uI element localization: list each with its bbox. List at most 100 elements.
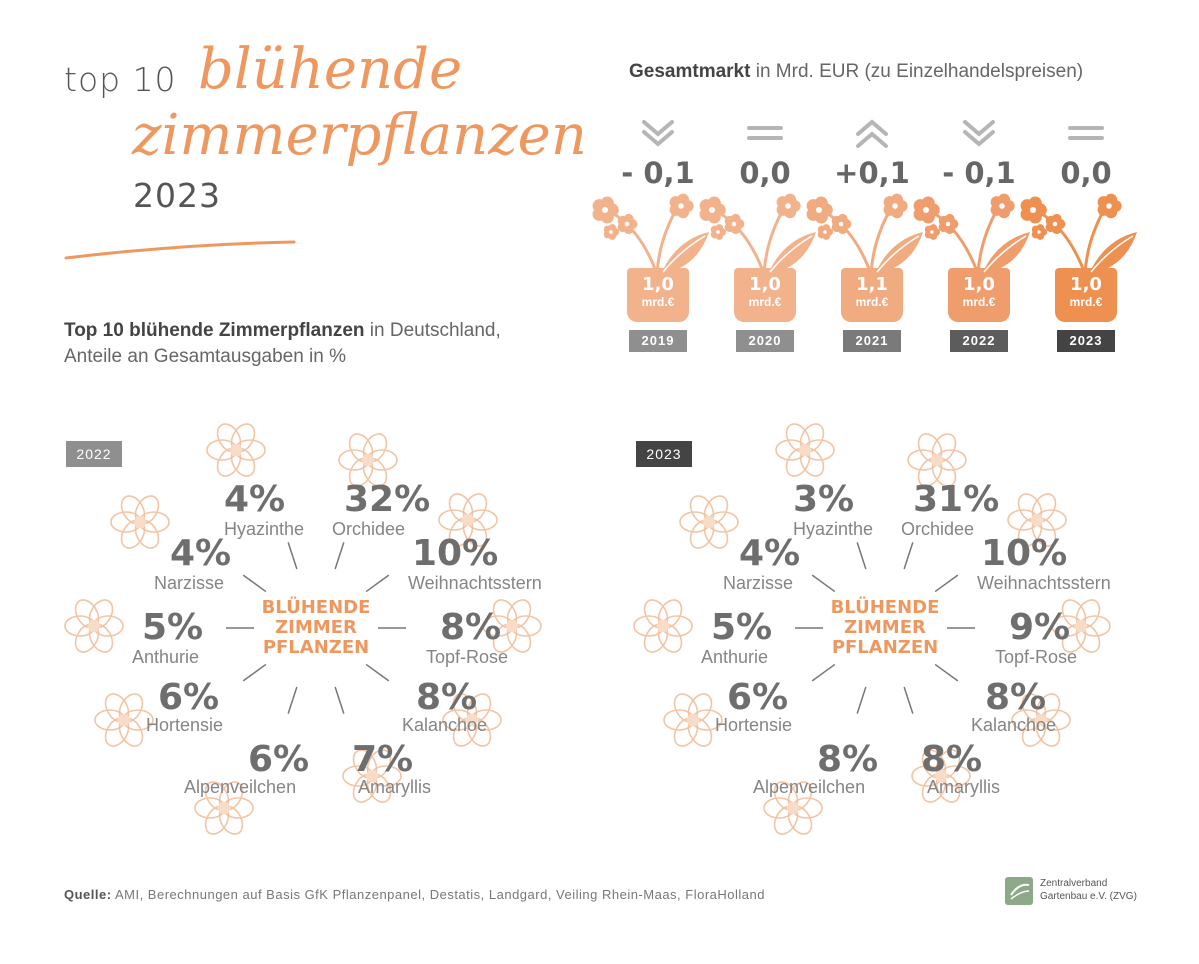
flower-illustration-anthurie-icon bbox=[633, 599, 693, 653]
flower-illustration-hortensie-icon bbox=[94, 693, 154, 747]
wheel-center-label: BLÜHENDE ZIMMER PFLANZEN bbox=[256, 598, 376, 658]
market-column-2021: +0,1 1,1 mrd.€ 2021 bbox=[817, 118, 927, 352]
share-value-kalanchoe: 8% bbox=[416, 677, 478, 718]
radial-divider bbox=[365, 663, 390, 682]
title-year: 2023 bbox=[133, 176, 221, 215]
share-label-topf-rose: Topf-Rose bbox=[426, 647, 509, 667]
radial-divider bbox=[334, 542, 345, 570]
market-unit: mrd.€ bbox=[748, 295, 782, 309]
market-value-2019: 1,0 bbox=[642, 274, 674, 295]
market-column-2022: - 0,1 1,0 mrd.€ 2022 bbox=[924, 118, 1034, 352]
flower-illustration-amaryllis-icon bbox=[911, 749, 971, 803]
flower-illustration-anthurie-icon bbox=[64, 599, 124, 653]
share-value-hortensie: 6% bbox=[727, 677, 789, 718]
market-year-2021: 2021 bbox=[843, 330, 901, 352]
subtitle-rest: in Deutschland, bbox=[364, 320, 501, 341]
center-label-line: ZIMMER bbox=[844, 617, 926, 638]
flower-illustration-kalanchoe-icon bbox=[442, 693, 502, 747]
flower-illustration-hortensie-icon bbox=[663, 693, 723, 747]
market-unit: mrd.€ bbox=[855, 295, 889, 309]
share-label-anthurie: Anthurie bbox=[132, 647, 200, 667]
flower-illustration-kalanchoe-icon bbox=[1011, 693, 1071, 747]
share-value-topf-rose: 9% bbox=[1009, 607, 1071, 648]
source-text: AMI, Berechnungen auf Basis GfK Pflanzen… bbox=[111, 887, 765, 902]
radial-divider bbox=[334, 686, 345, 714]
share-label-hyazinthe: Hyazinthe bbox=[793, 519, 874, 539]
flower-illustration-hyazinthe-icon bbox=[775, 423, 835, 477]
market-value-2020: 1,0 bbox=[749, 274, 781, 295]
flower-pot-icon: 1,0 mrd.€ bbox=[948, 268, 1010, 322]
trend-down-icon bbox=[963, 120, 995, 147]
market-heading-rest: in Mrd. EUR (zu Einzelhandelspreisen) bbox=[750, 61, 1084, 82]
market-value-2022: 1,0 bbox=[963, 274, 995, 295]
radial-divider bbox=[811, 574, 836, 593]
radial-divider bbox=[365, 574, 390, 593]
wheel-center-label: BLÜHENDE ZIMMER PFLANZEN bbox=[825, 598, 945, 658]
share-label-alpenveilchen: Alpenveilchen bbox=[753, 777, 866, 797]
radial-divider bbox=[934, 574, 959, 593]
market-unit: mrd.€ bbox=[1069, 295, 1103, 309]
share-label-kalanchoe: Kalanchoe bbox=[402, 715, 488, 735]
share-value-hyazinthe: 4% bbox=[224, 479, 286, 520]
share-label-orchidee: Orchidee bbox=[332, 519, 406, 539]
share-label-alpenveilchen: Alpenveilchen bbox=[184, 777, 297, 797]
flower-illustration-narzisse-icon bbox=[679, 495, 739, 549]
share-value-narzisse: 4% bbox=[739, 533, 801, 574]
radial-divider bbox=[287, 542, 298, 570]
market-year-2023: 2023 bbox=[1057, 330, 1115, 352]
flower-pot-icon: 1,1 mrd.€ bbox=[841, 268, 903, 322]
flower-pot-icon: 1,0 mrd.€ bbox=[627, 268, 689, 322]
flower-pot-icon: 1,0 mrd.€ bbox=[734, 268, 796, 322]
market-column-2019: - 0,1 1,0 mrd.€ 2019 bbox=[603, 118, 713, 352]
radial-divider bbox=[242, 574, 267, 593]
flower-illustration-topf-rose-icon bbox=[482, 599, 542, 653]
share-label-amaryllis: Amaryllis bbox=[927, 777, 1001, 797]
share-value-anthurie: 5% bbox=[142, 607, 204, 648]
flower-illustration-orchidee-icon bbox=[907, 433, 967, 487]
market-value-2021: 1,1 bbox=[856, 274, 888, 295]
center-label-line: ZIMMER bbox=[275, 617, 357, 638]
year-tag-2022: 2022 bbox=[66, 441, 122, 467]
orchid-plant-icon bbox=[913, 193, 1030, 275]
orchid-plant-icon bbox=[1020, 193, 1137, 275]
orchid-plant-icon bbox=[699, 193, 816, 275]
share-label-anthurie: Anthurie bbox=[701, 647, 769, 667]
flower-illustration-weihnachtsstern-icon bbox=[1007, 493, 1067, 547]
share-value-orchidee: 31% bbox=[913, 479, 1000, 520]
flower-illustration-alpenveilchen-icon bbox=[763, 781, 823, 835]
share-label-topf-rose: Topf-Rose bbox=[995, 647, 1078, 667]
share-label-hortensie: Hortensie bbox=[146, 715, 224, 735]
share-value-weihnachtsstern: 10% bbox=[981, 533, 1068, 574]
flower-illustration-narzisse-icon bbox=[110, 495, 170, 549]
market-column-2020: 0,0 1,0 mrd.€ 2020 bbox=[710, 118, 820, 352]
share-value-orchidee: 32% bbox=[344, 479, 431, 520]
share-value-amaryllis: 7% bbox=[352, 739, 414, 780]
market-value-2023: 1,0 bbox=[1070, 274, 1102, 295]
market-year-2022: 2022 bbox=[950, 330, 1008, 352]
share-value-hortensie: 6% bbox=[158, 677, 220, 718]
radial-divider bbox=[242, 663, 267, 682]
title-prefix: top 10 bbox=[64, 60, 177, 99]
share-label-kalanchoe: Kalanchoe bbox=[971, 715, 1057, 735]
radial-divider bbox=[811, 663, 836, 682]
share-label-weihnachtsstern: Weihnachtsstern bbox=[408, 573, 542, 593]
market-heading: Gesamtmarkt in Mrd. EUR (zu Einzelhandel… bbox=[629, 61, 1083, 83]
market-change-2019: - 0,1 bbox=[621, 156, 695, 190]
year-tag-2023: 2023 bbox=[636, 441, 692, 467]
radial-divider bbox=[903, 686, 914, 714]
radial-divider bbox=[856, 686, 867, 714]
orchid-plant-icon bbox=[592, 193, 709, 275]
share-value-anthurie: 5% bbox=[711, 607, 773, 648]
market-unit: mrd.€ bbox=[962, 295, 996, 309]
market-change-2020: 0,0 bbox=[739, 156, 791, 190]
flower-illustration-weihnachtsstern-icon bbox=[438, 493, 498, 547]
center-label-line: PFLANZEN bbox=[262, 637, 370, 658]
share-value-alpenveilchen: 8% bbox=[817, 739, 879, 780]
share-value-hyazinthe: 3% bbox=[793, 479, 855, 520]
share-value-topf-rose: 8% bbox=[440, 607, 502, 648]
flower-illustration-alpenveilchen-icon bbox=[194, 781, 254, 835]
market-change-2022: - 0,1 bbox=[942, 156, 1016, 190]
share-value-weihnachtsstern: 10% bbox=[412, 533, 499, 574]
share-value-kalanchoe: 8% bbox=[985, 677, 1047, 718]
